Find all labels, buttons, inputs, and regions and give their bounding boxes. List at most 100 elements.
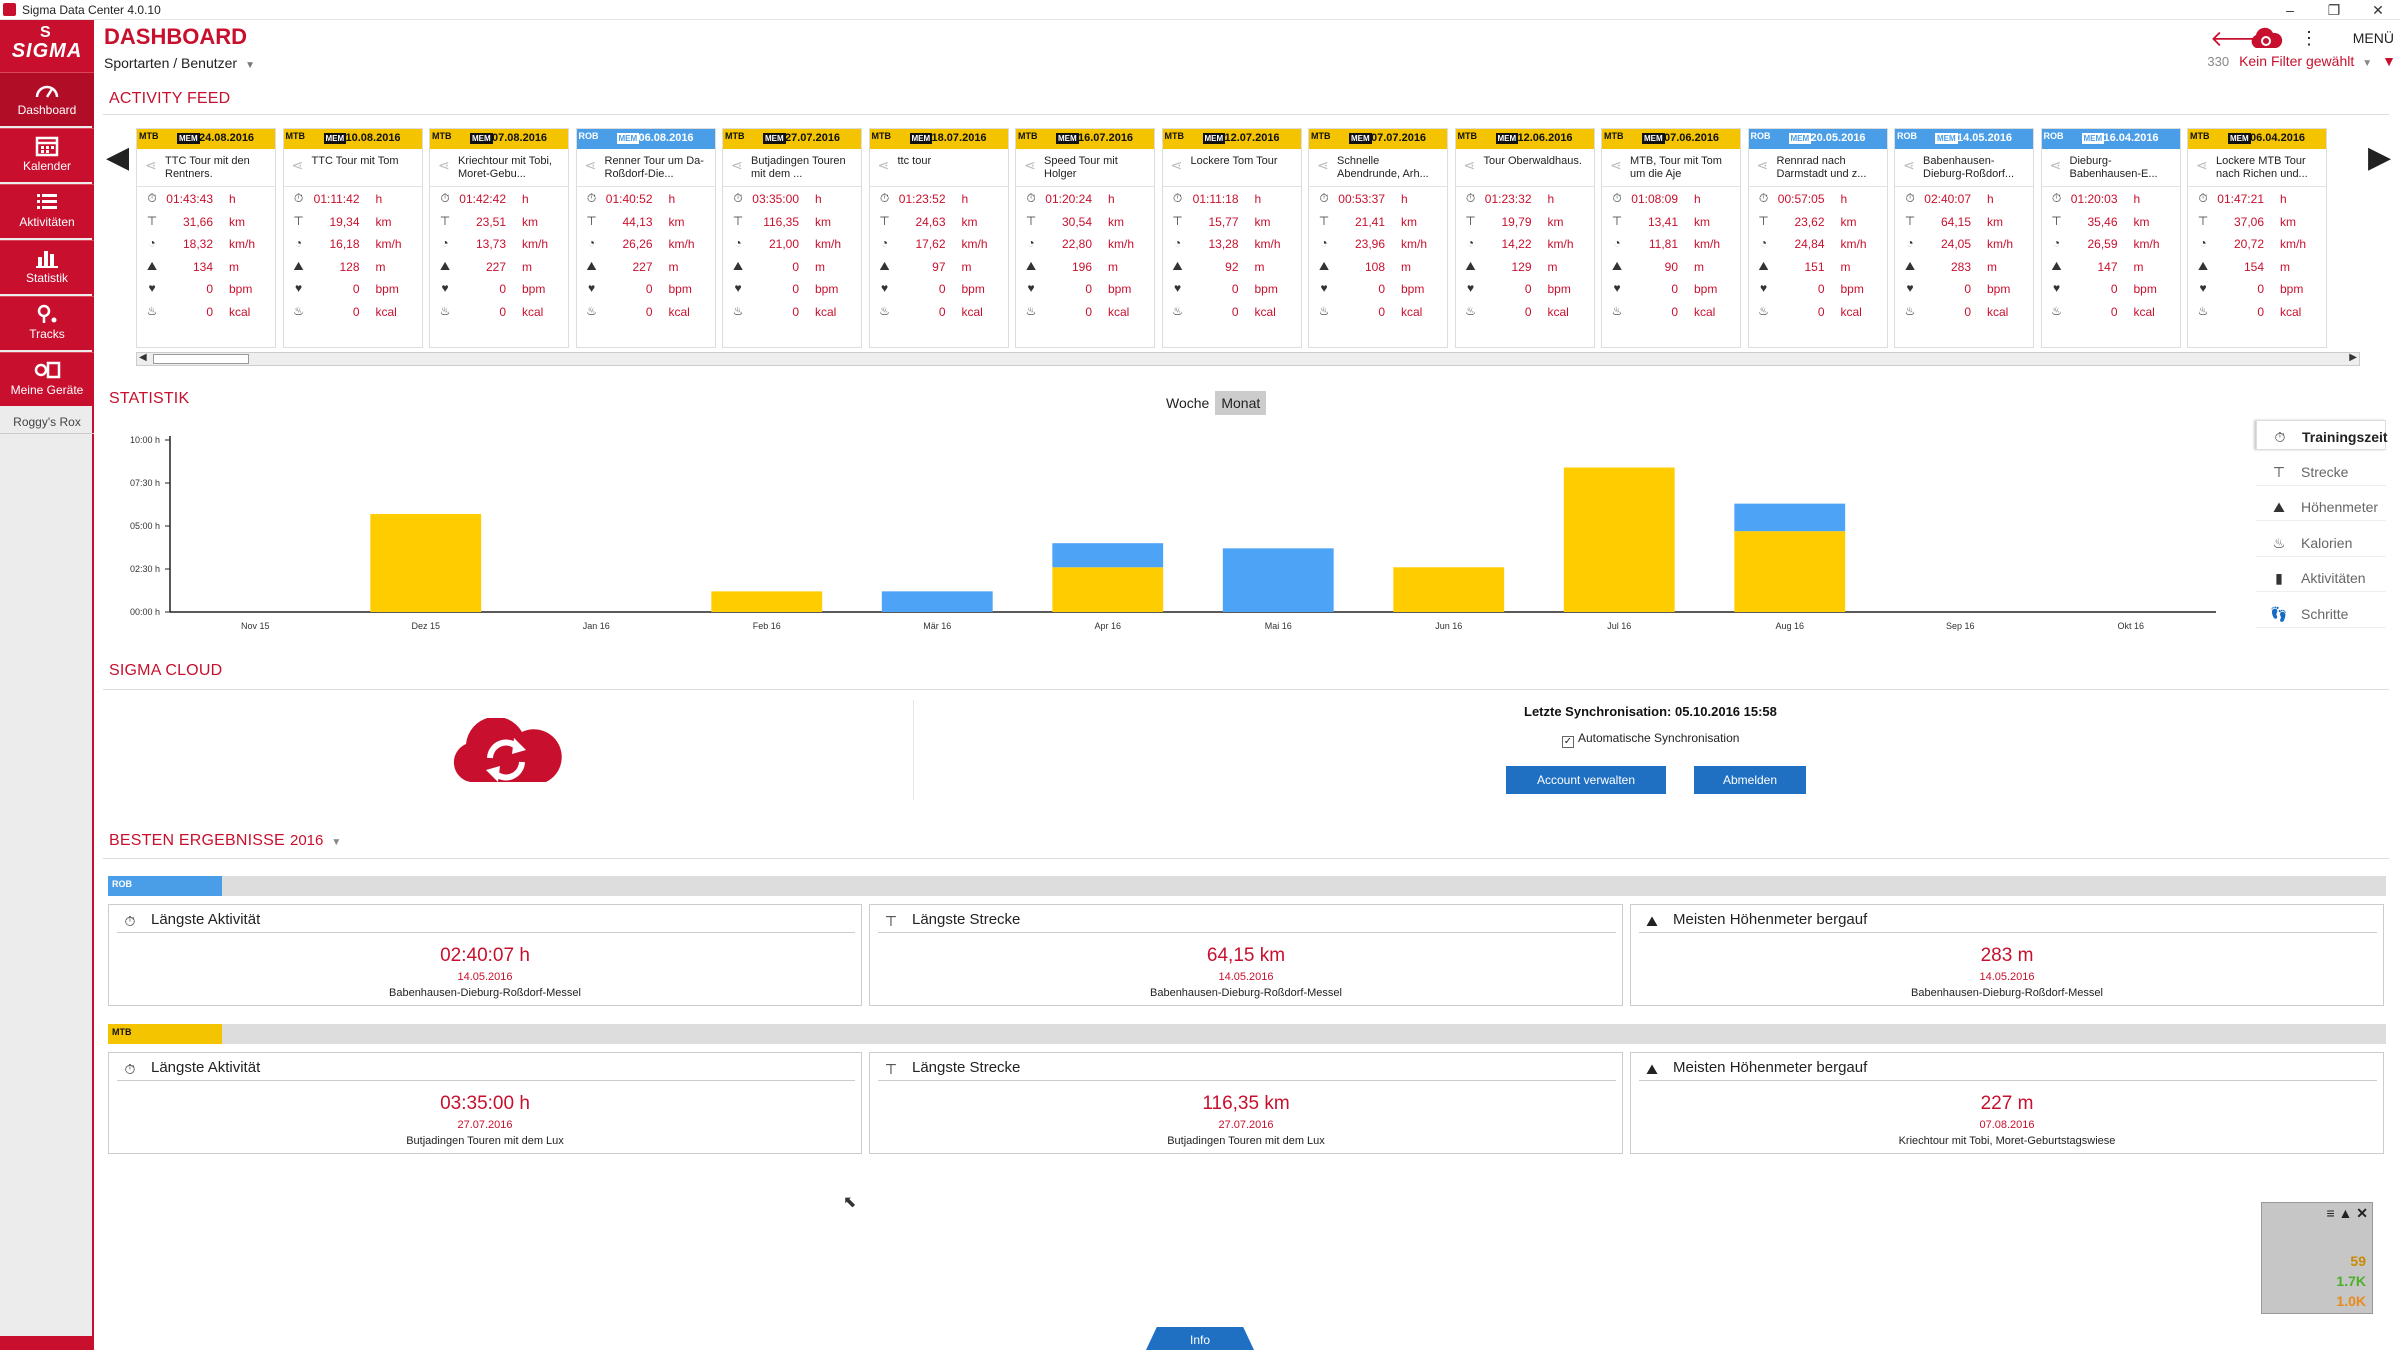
best-record-card[interactable]: ⏱ Längste Aktivität 02:40:07 h 14.05.2016 Ba… <box>108 904 862 1006</box>
share-icon[interactable]: ⋖ <box>584 157 597 173</box>
metric-2[interactable]: ⛰ Höhenmeter <box>2256 491 2386 521</box>
filter-icon[interactable]: ▼ <box>2382 53 2396 69</box>
logout-button[interactable]: Abmelden <box>1694 766 1806 794</box>
info-tab[interactable]: Info <box>1146 1327 1254 1350</box>
activity-card[interactable]: MTB MEM 07.08.2016 ⋖ Kriechtour mit Tobi, Mo… <box>429 128 569 348</box>
stat-unit: km <box>1987 214 2003 229</box>
tab-monat[interactable]: Monat <box>1215 391 1267 415</box>
activity-card[interactable]: MTB MEM 06.04.2016 ⋖ Lockere MTB Tour nach R… <box>2187 128 2327 348</box>
share-icon[interactable]: ⋖ <box>1756 157 1769 173</box>
activity-stat-row: ♥ 0 bpm <box>1309 277 1447 300</box>
manage-account-button[interactable]: Account verwalten <box>1506 766 1666 794</box>
minimize-button[interactable]: – <box>2286 2 2294 18</box>
best-record-card[interactable]: ⛰ Meisten Höhenmeter bergauf 283 m 14.05.20… <box>1630 904 2384 1006</box>
auto-sync-label[interactable]: Automatische Synchronisation <box>1578 731 1740 745</box>
chevron-down-icon[interactable]: ▼ <box>245 60 255 71</box>
share-icon[interactable]: ⋖ <box>2049 157 2062 173</box>
metric-0[interactable]: ⏱ Trainingszeit <box>2256 420 2388 450</box>
metric-3[interactable]: ♨ Kalorien <box>2256 526 2386 557</box>
user-name[interactable]: Roggy's Rox <box>0 410 94 434</box>
feed-prev-arrow-icon[interactable]: ◀ <box>106 141 130 174</box>
tab-woche[interactable]: Woche <box>1166 395 1210 411</box>
best-record-card[interactable]: ⊤ Längste Strecke 64,15 km 14.05.2016 Babenh… <box>869 904 1623 1006</box>
activity-card[interactable]: MTB MEM 12.06.2016 ⋖ Tour Oberwaldhaus. ⏱ 01:2… <box>1454 128 1595 348</box>
cloud-sync-large-icon[interactable] <box>448 718 564 784</box>
kebab-menu-icon[interactable]: ⋮ <box>2300 28 2318 48</box>
auto-sync-checkbox[interactable]: ✓ Automatische Synchronisation <box>1562 731 1739 748</box>
best-record-card[interactable]: ⏱ Längste Aktivität 03:35:00 h 27.07.2016 Bu… <box>108 1052 862 1154</box>
best-record-card[interactable]: ⊤ Längste Strecke 116,35 km 27.07.2016 Butja… <box>869 1052 1623 1154</box>
widget-controls[interactable]: ≡ ▲ ✕ <box>2326 1205 2368 1221</box>
sidebar-item-statistik[interactable]: Statistik <box>0 240 94 294</box>
share-icon[interactable]: ⋖ <box>877 157 890 173</box>
record-activity-name[interactable]: Butjadingen Touren mit dem Lux <box>1167 1135 1325 1147</box>
activity-card[interactable]: MTB MEM 07.06.2016 ⋖ MTB, Tour mit Tom um di… <box>1601 128 1741 348</box>
breadcrumb[interactable]: Sportarten / Benutzer ▼ <box>104 55 255 71</box>
share-icon[interactable]: ⋖ <box>1463 157 1476 173</box>
filter-label[interactable]: Kein Filter gewählt <box>2239 53 2355 69</box>
share-icon[interactable]: ⋖ <box>1170 157 1183 173</box>
share-icon[interactable]: ⋖ <box>1610 157 1622 173</box>
cloud-sync-icon[interactable] <box>2248 26 2284 48</box>
stat-unit: km <box>1694 214 1710 229</box>
share-icon[interactable]: ⋖ <box>438 157 450 173</box>
record-activity-name[interactable]: Kriechtour mit Tobi, Moret-Geburtstagswi… <box>1898 1135 2116 1147</box>
chevron-down-icon[interactable]: ▼ <box>331 837 342 848</box>
activity-card[interactable]: ROB MEM 14.05.2016 ⋖ Babenhausen-Dieburg-Roß… <box>1894 128 2034 348</box>
metric-label[interactable]: Aktivitäten <box>2301 570 2366 586</box>
metric-label[interactable]: Kalorien <box>2301 534 2353 551</box>
sidebar-item-meine-geraete[interactable]: Meine Geräte <box>0 352 94 406</box>
sidebar-item-aktivitaeten[interactable]: Aktivitäten <box>0 184 94 238</box>
activity-card[interactable]: MTB MEM 24.08.2016 ⋖ TTC Tour mit den Rentne… <box>136 128 276 348</box>
chevron-down-icon[interactable]: ▼ <box>2362 58 2373 69</box>
activity-card[interactable]: MTB MEM 18.07.2016 ⋖ ttc tour ⏱ 01:23:52 h ⊤ 24,6… <box>868 128 1009 348</box>
activity-card[interactable]: ROB MEM 06.08.2016 ⋖ Renner Tour um Da-Roßdo… <box>575 128 716 348</box>
record-activity-name[interactable]: Babenhausen-Dieburg-Roßdorf-Messel <box>1911 987 2103 999</box>
metric-label[interactable]: Strecke <box>2301 463 2349 480</box>
share-icon[interactable]: ⋖ <box>1024 157 1036 173</box>
activity-card[interactable]: MTB MEM 07.07.2016 ⋖ Schnelle Abendrunde, Ar… <box>1308 128 1448 348</box>
menu-button[interactable]: MENÜ <box>2352 30 2394 46</box>
activity-card[interactable]: ROB MEM 20.05.2016 ⋖ Rennrad nach Darmstadt … <box>1747 128 1888 348</box>
share-icon[interactable]: ⋖ <box>1903 157 1915 173</box>
sidebar-item-kalender[interactable]: Kalender <box>0 128 94 182</box>
breadcrumb-text[interactable]: Sportarten / Benutzer <box>104 55 238 71</box>
activity-card[interactable]: ROB MEM 16.04.2016 ⋖ Dieburg-Babenhausen-E..… <box>2040 128 2181 348</box>
memory-badge: MEM <box>616 133 640 144</box>
share-icon[interactable]: ⋖ <box>731 157 743 173</box>
heart-icon: ♥ <box>1759 281 1768 295</box>
sidebar-item-tracks[interactable]: Tracks <box>0 296 94 350</box>
record-activity-name[interactable]: Babenhausen-Dieburg-Roßdorf-Messel <box>1150 987 1342 999</box>
scrollbar-thumb[interactable] <box>153 354 249 364</box>
metric-5[interactable]: 👣 Schritte <box>2256 597 2386 628</box>
share-icon[interactable]: ⋖ <box>145 157 157 173</box>
year-value[interactable]: 2016 <box>290 832 324 849</box>
sidebar-item-dashboard[interactable]: Dashboard <box>0 72 94 126</box>
metric-1[interactable]: ⊤ Strecke <box>2256 455 2386 486</box>
activity-card[interactable]: MTB MEM 10.08.2016 ⋖ TTC Tour mit Tom ⏱ 01:11:… <box>282 128 423 348</box>
maximize-button[interactable]: ❐ <box>2327 2 2341 18</box>
scroll-left-icon[interactable]: ◀ <box>139 352 147 363</box>
scroll-right-icon[interactable]: ▶ <box>2349 352 2357 363</box>
filter-bar[interactable]: 330 Kein Filter gewählt ▼ ▼ <box>2207 53 2396 69</box>
metric-label[interactable]: Höhenmeter <box>2301 499 2379 515</box>
record-activity-name[interactable]: Butjadingen Touren mit dem Lux <box>406 1135 564 1147</box>
best-record-card[interactable]: ⛰ Meisten Höhenmeter bergauf 227 m 07.08.20… <box>1630 1052 2384 1154</box>
activity-card[interactable]: MTB MEM 16.07.2016 ⋖ Speed Tour mit Holger ⏱ 0… <box>1015 128 1155 348</box>
share-icon[interactable]: ⋖ <box>2196 157 2208 173</box>
feed-next-arrow-icon[interactable]: ▶ <box>2368 141 2392 174</box>
sigma-logo[interactable]: S SIGMA <box>0 20 94 72</box>
metric-label[interactable]: Schritte <box>2301 605 2349 622</box>
record-activity-name[interactable]: Babenhausen-Dieburg-Roßdorf-Messel <box>389 987 581 999</box>
checkbox-checked-icon[interactable]: ✓ <box>1562 736 1574 748</box>
year-selector[interactable]: 2016 ▼ <box>290 832 341 849</box>
metric-label[interactable]: Trainingszeit <box>2302 429 2388 445</box>
activity-card[interactable]: MTB MEM 12.07.2016 ⋖ Lockere Tom Tour ⏱ 01:11:… <box>1161 128 1302 348</box>
share-icon[interactable]: ⋖ <box>291 157 304 173</box>
activity-card[interactable]: MTB MEM 27.07.2016 ⋖ Butjadingen Touren mit … <box>722 128 862 348</box>
feed-scrollbar[interactable]: ◀ ▶ <box>136 352 2360 366</box>
metric-4[interactable]: ▮ Aktivitäten <box>2256 562 2386 592</box>
activity-stat-row: ♨ 0 kcal <box>2188 300 2326 323</box>
close-button[interactable]: ✕ <box>2372 2 2384 18</box>
share-icon[interactable]: ⋖ <box>1317 157 1329 173</box>
